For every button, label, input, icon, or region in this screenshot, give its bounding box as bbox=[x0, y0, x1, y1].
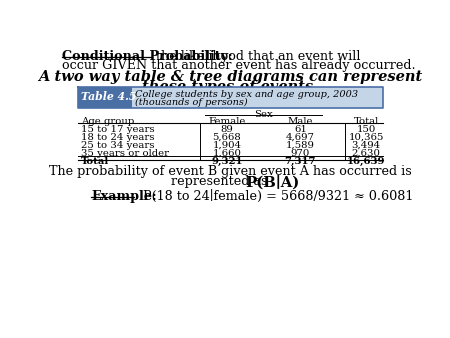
Text: Age group: Age group bbox=[81, 117, 135, 126]
Text: 16,639: 16,639 bbox=[347, 157, 386, 166]
Text: Conditional Probability:: Conditional Probability: bbox=[63, 50, 233, 63]
Text: 7,317: 7,317 bbox=[284, 157, 316, 166]
Text: 5,668: 5,668 bbox=[212, 133, 241, 142]
Text: 25 to 34 years: 25 to 34 years bbox=[81, 141, 154, 150]
Text: represented as: represented as bbox=[171, 175, 271, 188]
Text: 1,660: 1,660 bbox=[212, 149, 241, 158]
Text: 4,697: 4,697 bbox=[286, 133, 315, 142]
Text: 35 years or older: 35 years or older bbox=[81, 149, 169, 158]
Text: P(B∣A): P(B∣A) bbox=[245, 175, 300, 190]
Text: 61: 61 bbox=[294, 125, 307, 134]
Text: Total: Total bbox=[354, 117, 379, 126]
Text: occur GIVEN that another event has already occurred.: occur GIVEN that another event has alrea… bbox=[63, 59, 416, 72]
Text: 15 to 17 years: 15 to 17 years bbox=[81, 125, 155, 134]
Text: 1,904: 1,904 bbox=[212, 141, 241, 150]
Text: 970: 970 bbox=[291, 149, 310, 158]
Text: Table 4.5: Table 4.5 bbox=[81, 91, 136, 102]
Text: P(18 to 24∣female) = 5668/9321 ≈ 0.6081: P(18 to 24∣female) = 5668/9321 ≈ 0.6081 bbox=[135, 190, 413, 203]
Text: the likelihood that an event will: the likelihood that an event will bbox=[153, 50, 361, 63]
Text: Total: Total bbox=[81, 157, 109, 166]
Text: Example:: Example: bbox=[91, 190, 157, 203]
FancyBboxPatch shape bbox=[132, 87, 383, 108]
Text: Male: Male bbox=[288, 117, 313, 126]
Text: The probability of event B given event A has occurred is: The probability of event B given event A… bbox=[49, 165, 412, 177]
Text: 1,589: 1,589 bbox=[286, 141, 315, 150]
Text: A two way table & tree diagrams can represent: A two way table & tree diagrams can repr… bbox=[39, 70, 423, 84]
Text: 150: 150 bbox=[356, 125, 376, 134]
FancyBboxPatch shape bbox=[78, 87, 132, 108]
Text: (thousands of persons): (thousands of persons) bbox=[135, 98, 248, 107]
Text: Female: Female bbox=[208, 117, 245, 126]
Text: 18 to 24 years: 18 to 24 years bbox=[81, 133, 154, 142]
Text: 9,321: 9,321 bbox=[211, 157, 243, 166]
Text: College students by sex and age group, 2003: College students by sex and age group, 2… bbox=[135, 90, 358, 99]
Text: these types of events.: these types of events. bbox=[143, 80, 319, 94]
Text: 89: 89 bbox=[220, 125, 233, 134]
Text: 10,365: 10,365 bbox=[349, 133, 384, 142]
Text: 3,494: 3,494 bbox=[352, 141, 381, 150]
Text: 2,630: 2,630 bbox=[352, 149, 381, 158]
Text: Sex: Sex bbox=[254, 110, 273, 119]
